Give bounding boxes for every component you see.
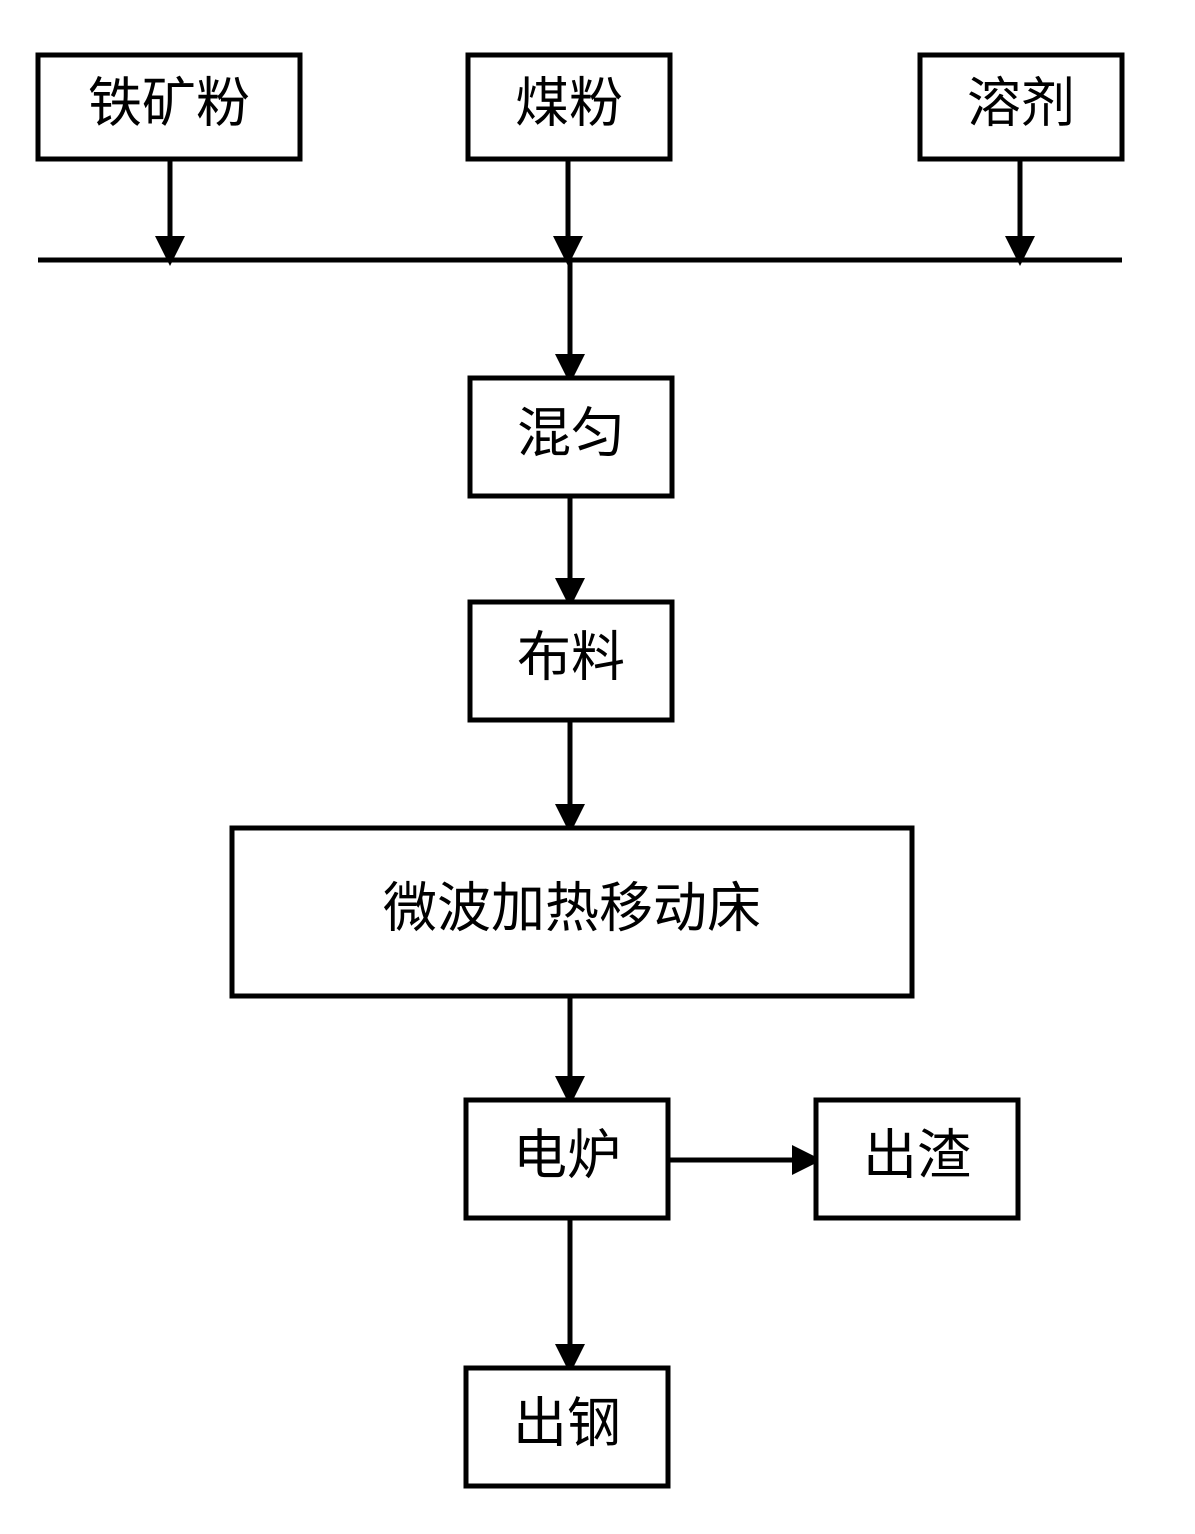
node-steel-label: 出钢 (513, 1393, 621, 1453)
node-slag-label: 出渣 (863, 1125, 971, 1185)
node-mwbed-label: 微波加热移动床 (383, 878, 761, 938)
node-coal-label: 煤粉 (515, 73, 623, 133)
node-mix-label: 混匀 (517, 403, 625, 463)
node-furnace-label: 电炉 (513, 1125, 621, 1185)
node-feed-label: 布料 (517, 627, 625, 687)
node-solvent-label: 溶剂 (967, 73, 1075, 133)
node-iron-label: 铁矿粉 (88, 73, 250, 133)
